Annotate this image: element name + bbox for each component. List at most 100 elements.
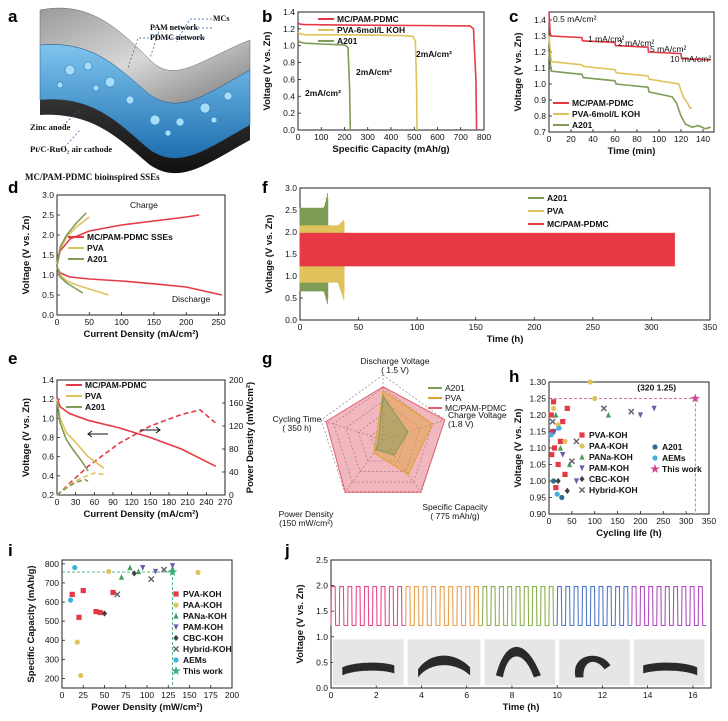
scatter-point-i-1 bbox=[74, 639, 80, 645]
scatter-point-h-1 bbox=[550, 405, 557, 411]
discharge-curve-d-2 bbox=[56, 266, 84, 294]
scatter-point-h-5 bbox=[628, 408, 635, 415]
microcapsules bbox=[56, 61, 233, 137]
scatter-point-h-6 bbox=[550, 478, 557, 484]
scatter-point-h-7 bbox=[554, 491, 560, 497]
y2-tick-label-e: 200 bbox=[229, 375, 243, 385]
panel-h: h 0 50 100 150 200 250 300 350 0.90 0.95 1.00 1.05 1.… bbox=[509, 367, 716, 539]
scatter-point-h-5 bbox=[573, 438, 580, 445]
x-tick-label-f: 250 bbox=[586, 322, 600, 332]
scatter-point-i-5 bbox=[160, 566, 168, 573]
x-tick-label-i: 200 bbox=[225, 690, 239, 700]
legend-b-2: A201 bbox=[337, 36, 358, 46]
x-tick-label-f: 300 bbox=[644, 322, 658, 332]
charge-curve-d-1 bbox=[56, 216, 90, 266]
y-tick-label-i: 600 bbox=[45, 597, 59, 607]
y2-tick-label-e: 80 bbox=[229, 444, 239, 454]
radar-grid-ring bbox=[357, 413, 409, 462]
discharge-curve-d-0 bbox=[56, 266, 222, 296]
scatter-point-h-0 bbox=[562, 471, 568, 477]
x-tick-label-c: 60 bbox=[610, 134, 620, 144]
legend-h-5: Hybrid-KOH bbox=[589, 485, 638, 495]
legend-marker-h-2 bbox=[579, 453, 585, 460]
x-tick-label-j: 2 bbox=[374, 690, 379, 700]
legend-d-0: MC/PAM-PDMC SSEs bbox=[87, 232, 173, 242]
scatter-point-h-0 bbox=[557, 438, 564, 444]
x-tick-label-b: 200 bbox=[337, 132, 351, 142]
x-tick-label-e: 270 bbox=[218, 497, 232, 507]
annotation-charge: Charge bbox=[130, 200, 158, 210]
y-tick-label-e: 0.8 bbox=[42, 433, 54, 443]
scatter-point-i-5 bbox=[114, 591, 121, 598]
annotation-c-1: 1 mA/cm² bbox=[588, 34, 625, 44]
y-tick-label-b: 0.0 bbox=[283, 125, 295, 135]
x-tick-label-b: 800 bbox=[477, 132, 491, 142]
x-axis-label-c: Time (min) bbox=[608, 146, 656, 157]
x-tick-label-h: 300 bbox=[679, 516, 693, 526]
x-axis-label-j: Time (h) bbox=[503, 702, 540, 713]
scatter-point-i-2 bbox=[118, 574, 125, 580]
annotation-discharge: Discharge bbox=[172, 294, 211, 304]
legend-f-2: MC/PAM-PDMC bbox=[547, 219, 609, 229]
y-tick-label-h: 1.15 bbox=[529, 427, 546, 437]
power-curve-e-1 bbox=[56, 472, 104, 496]
x-tick-label-b: 500 bbox=[407, 132, 421, 142]
x-axis-label-d: Current Density (mA/cm²) bbox=[83, 329, 198, 340]
radar-axis-max-3: (150 mW/cm²) bbox=[279, 518, 333, 528]
y-axis-label-e: Voltage (V vs. Zn) bbox=[21, 398, 32, 477]
panel-letter-g: g bbox=[262, 349, 272, 368]
y-tick-label-h: 0.95 bbox=[529, 493, 546, 503]
scatter-point-h-2 bbox=[605, 411, 612, 418]
y-tick-label-f: 2.5 bbox=[285, 205, 297, 215]
voltage-curve-e-2 bbox=[56, 400, 89, 472]
legend-f-1: PVA bbox=[547, 206, 564, 216]
legend-d-2: A201 bbox=[87, 254, 108, 264]
y-tick-label-b: 0.4 bbox=[283, 91, 295, 101]
x-tick-label-h: 150 bbox=[610, 516, 624, 526]
legend-e-1: PVA bbox=[85, 391, 102, 401]
scatter-point-h-0 bbox=[548, 412, 554, 418]
legend-marker-i-4 bbox=[173, 634, 179, 642]
legend-marker-h-7 bbox=[652, 455, 658, 461]
y-tick-label-c: 1.1 bbox=[534, 63, 546, 73]
y-tick-label-h: 1.00 bbox=[529, 476, 546, 486]
x-tick-label-d: 100 bbox=[115, 317, 129, 327]
y-tick-label-b: 1.4 bbox=[283, 7, 295, 17]
scatter-point-i-3 bbox=[169, 563, 176, 569]
legend-marker-i-0 bbox=[173, 591, 179, 597]
annotation-c-0: 0.5 mA/cm² bbox=[553, 14, 597, 24]
x-tick-label-h: 350 bbox=[702, 516, 716, 526]
scatter-point-i-6 bbox=[67, 597, 74, 603]
callout-lines bbox=[59, 18, 212, 151]
x-tick-label-f: 100 bbox=[410, 322, 424, 332]
scatter-point-h-5 bbox=[568, 458, 575, 465]
x-tick-label-h: 100 bbox=[588, 516, 602, 526]
y-tick-label-j: 2.0 bbox=[316, 581, 328, 591]
legend-c-2: A201 bbox=[572, 120, 593, 130]
x-tick-label-e: 210 bbox=[181, 497, 195, 507]
legend-h-2: PANa-KOH bbox=[589, 452, 633, 462]
scatter-point-h-7 bbox=[548, 432, 554, 438]
y-axis-label-c: Voltage (V vs. Zn) bbox=[513, 32, 524, 111]
y-tick-label-c: 0.8 bbox=[534, 111, 546, 121]
y-axis-label-j: Voltage (V vs. Zn) bbox=[295, 584, 306, 663]
x-tick-label-d: 50 bbox=[85, 317, 95, 327]
x-tick-label-e: 30 bbox=[71, 497, 81, 507]
cycle-segment-j-3 bbox=[556, 586, 632, 627]
annotation-b-2: 2mA/cm² bbox=[305, 88, 341, 98]
plot-frame-c bbox=[548, 11, 715, 133]
y2-tick-label-e: 0 bbox=[229, 490, 234, 500]
legend-marker-h-1 bbox=[579, 443, 585, 449]
y-tick-label-i: 300 bbox=[45, 654, 59, 664]
scatter-point-i-3 bbox=[140, 565, 146, 571]
annotation-c-2: 2 mA/cm² bbox=[618, 38, 655, 48]
radar-spoke bbox=[382, 439, 422, 493]
scatter-point-h-0 bbox=[550, 399, 557, 405]
panel-letter-f: f bbox=[262, 178, 268, 197]
zinc-anode-sheet bbox=[40, 99, 250, 174]
scatter-point-i-0 bbox=[69, 591, 75, 597]
y-tick-label-b: 0.6 bbox=[283, 74, 295, 84]
scatter-point-h-0 bbox=[553, 485, 559, 491]
legend-i-7: This work bbox=[183, 666, 223, 676]
